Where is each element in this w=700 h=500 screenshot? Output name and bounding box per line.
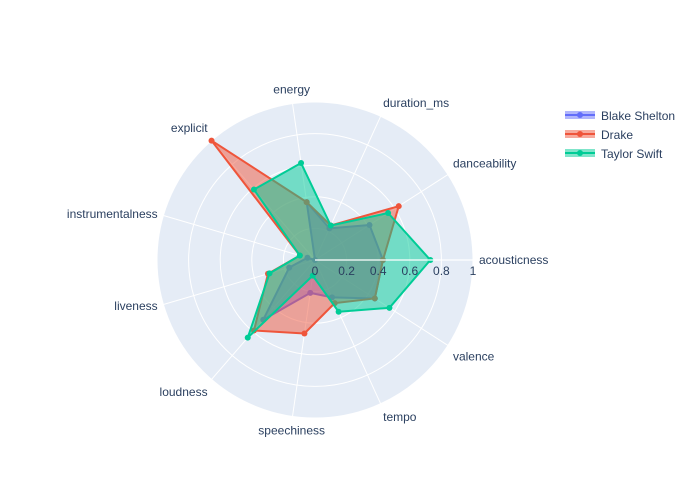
data-point-energy (298, 160, 305, 167)
data-point-danceability (395, 203, 402, 210)
data-point-valence (386, 304, 393, 311)
axis-label-explicit: explicit (171, 121, 208, 135)
legend-label: Drake (601, 127, 634, 142)
data-point-instrumentalness (296, 252, 303, 259)
data-point-explicit (250, 186, 257, 193)
legend-swatch (565, 149, 595, 157)
axis-label-instrumentalness: instrumentalness (67, 207, 158, 221)
axis-label-valence: valence (453, 350, 495, 364)
data-point-danceability (385, 210, 392, 217)
series-area (246, 162, 432, 339)
spoke-instrumentalness (163, 215, 316, 261)
data-point-speechiness (309, 272, 316, 279)
radial-tick-label: 1 (470, 264, 477, 278)
axis-label-danceability: danceability (453, 156, 516, 170)
radial-tick-label: 0.2 (338, 264, 355, 278)
data-point-speechiness (301, 330, 308, 337)
legend-item[interactable]: Blake Shelton (563, 106, 675, 125)
axis-label-energy: energy (273, 83, 310, 97)
series-taylor-swift (244, 160, 434, 341)
radial-tick-label: 0.6 (401, 264, 418, 278)
axis-label-tempo: tempo (383, 410, 417, 424)
legend: Blake Shelton Drake Taylor Swift (563, 106, 675, 163)
axis-label-duration-ms: duration_ms (383, 96, 449, 110)
data-point-loudness (244, 334, 251, 341)
axis-label-acousticness: acousticness (479, 253, 548, 267)
axis-label-speechiness: speechiness (258, 423, 325, 437)
radial-tick-label: 0.4 (370, 264, 387, 278)
series-layer (208, 137, 434, 341)
data-point-explicit (208, 137, 215, 144)
legend-item[interactable]: Drake (563, 125, 675, 144)
legend-swatch (565, 130, 595, 138)
legend-item[interactable]: Taylor Swift (563, 144, 675, 163)
data-point-tempo (335, 308, 342, 315)
legend-swatch (565, 111, 595, 119)
legend-label: Blake Shelton (601, 108, 676, 123)
data-point-liveness (266, 270, 273, 277)
axis-label-liveness: liveness (114, 299, 157, 313)
legend-label: Taylor Swift (601, 146, 663, 161)
axis-label-loudness: loudness (160, 385, 208, 399)
radial-tick-label: 0 (312, 264, 319, 278)
radial-tick-label: 0.8 (433, 264, 450, 278)
data-point-duration_ms (327, 222, 334, 229)
